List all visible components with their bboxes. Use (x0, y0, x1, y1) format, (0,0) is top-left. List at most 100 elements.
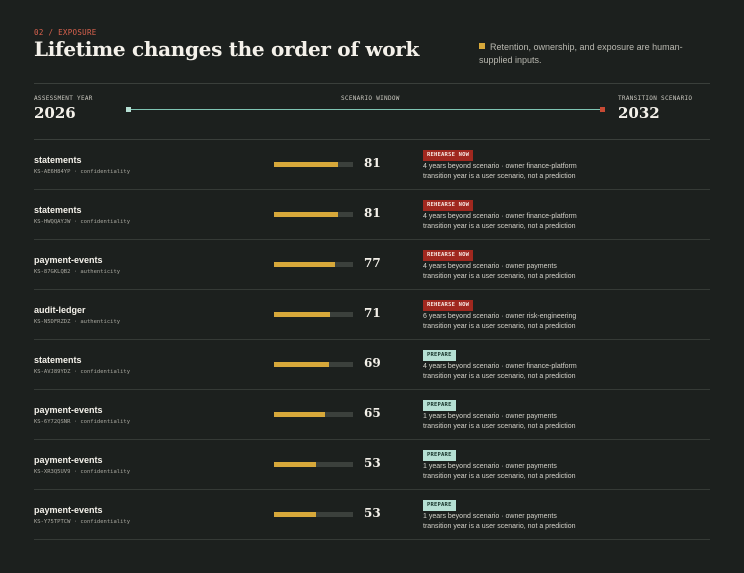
scenario-end-marker (600, 106, 605, 112)
dataset-name: statements (34, 205, 82, 215)
detail-line-disclaimer: transition year is a user scenario, not … (423, 373, 576, 380)
detail-line-owner: 1 years beyond scenario · owner payments (423, 413, 557, 420)
exposure-score: 81 (364, 206, 381, 220)
dataset-name: audit-ledger (34, 305, 86, 315)
detail-line-owner: 4 years beyond scenario · owner finance-… (423, 213, 577, 220)
detail-line-owner: 4 years beyond scenario · owner payments (423, 263, 557, 270)
detail-line-owner: 1 years beyond scenario · owner payments (423, 513, 557, 520)
row-divider (34, 289, 710, 290)
exposure-score: 69 (364, 356, 381, 370)
exposure-score: 53 (364, 506, 381, 520)
action-badge: PREPARE (423, 350, 456, 361)
row-divider (34, 489, 710, 490)
list-item[interactable]: statements KS-AE6H84YP · confidentiality 8… (34, 140, 710, 190)
action-badge: PREPARE (423, 500, 456, 511)
row-divider (34, 239, 710, 240)
action-badge: REHEARSE NOW (423, 250, 474, 261)
section-eyebrow: 02 / EXPOSURE (34, 28, 97, 37)
list-item[interactable]: statements KS-HWQQAYJW · confidentiality 8… (34, 190, 710, 240)
exposure-bar (274, 362, 353, 367)
exposure-bar-fill (274, 262, 335, 267)
row-detail: 6 years beyond scenario · owner risk-eng… (423, 312, 576, 332)
detail-line-disclaimer: transition year is a user scenario, not … (423, 273, 576, 280)
exposure-bar (274, 262, 353, 267)
scenario-window-line (128, 108, 604, 110)
exposure-bar (274, 212, 353, 217)
dataset-name: payment-events (34, 405, 103, 415)
divider (34, 83, 710, 84)
scenario-window-label: SCENARIO WINDOW (341, 95, 400, 102)
exposure-bar-fill (274, 462, 316, 467)
detail-line-disclaimer: transition year is a user scenario, not … (423, 173, 576, 180)
detail-line-owner: 1 years beyond scenario · owner payments (423, 463, 557, 470)
row-detail: 1 years beyond scenario · owner payments… (423, 462, 576, 482)
list-item[interactable]: payment-events KS-XR3Q5UV9 · confidential… (34, 440, 710, 490)
row-divider (34, 439, 710, 440)
divider (34, 139, 710, 140)
row-detail: 4 years beyond scenario · owner payments… (423, 262, 576, 282)
detail-line-owner: 6 years beyond scenario · owner risk-eng… (423, 313, 577, 320)
row-divider (34, 339, 710, 340)
detail-line-owner: 4 years beyond scenario · owner finance-… (423, 363, 577, 370)
row-divider (34, 389, 710, 390)
exposure-score: 71 (364, 306, 381, 320)
detail-line-owner: 4 years beyond scenario · owner finance-… (423, 163, 577, 170)
action-badge: PREPARE (423, 400, 456, 411)
exposure-bar-fill (274, 362, 329, 367)
transition-year: 2032 (618, 104, 660, 122)
dataset-id: KS-Y75TPTCW · confidentiality (34, 519, 131, 525)
dataset-id: KS-AE6H84YP · confidentiality (34, 169, 131, 175)
exposure-bar-fill (274, 312, 330, 317)
exposure-score: 81 (364, 156, 381, 170)
exposure-bar (274, 512, 353, 517)
transition-scenario-label: TRANSITION SCENARIO (618, 95, 693, 102)
inputs-note-text: Retention, ownership, and exposure are h… (479, 42, 683, 65)
assessment-year: 2026 (34, 104, 76, 122)
dataset-name: payment-events (34, 455, 103, 465)
list-item[interactable]: audit-ledger KS-N5DFRZDZ · authenticity 71… (34, 290, 710, 340)
action-badge: REHEARSE NOW (423, 200, 474, 211)
row-detail: 4 years beyond scenario · owner finance-… (423, 162, 577, 182)
list-item[interactable]: payment-events KS-87GKLQB2 · authenticity… (34, 240, 710, 290)
row-divider (34, 539, 710, 540)
row-detail: 4 years beyond scenario · owner finance-… (423, 212, 577, 232)
exposure-bar (274, 162, 353, 167)
list-item[interactable]: payment-events KS-Y75TPTCW · confidential… (34, 490, 710, 540)
dataset-name: statements (34, 155, 82, 165)
dataset-name: payment-events (34, 505, 103, 515)
note-marker-icon (479, 43, 485, 49)
exposure-bar (274, 312, 353, 317)
page-title: Lifetime changes the order of work (34, 37, 420, 61)
detail-line-disclaimer: transition year is a user scenario, not … (423, 473, 576, 480)
inputs-note: Retention, ownership, and exposure are h… (479, 41, 704, 66)
exposure-bar-fill (274, 412, 325, 417)
exposure-score: 77 (364, 256, 381, 270)
row-divider (34, 189, 710, 190)
detail-line-disclaimer: transition year is a user scenario, not … (423, 423, 576, 430)
exposure-score: 53 (364, 456, 381, 470)
detail-line-disclaimer: transition year is a user scenario, not … (423, 523, 576, 530)
row-detail: 1 years beyond scenario · owner payments… (423, 412, 576, 432)
scenario-start-marker (126, 106, 131, 112)
detail-line-disclaimer: transition year is a user scenario, not … (423, 323, 576, 330)
exposure-bar (274, 462, 353, 467)
row-detail: 4 years beyond scenario · owner finance-… (423, 362, 577, 382)
dataset-name: payment-events (34, 255, 103, 265)
dataset-id: KS-N5DFRZDZ · authenticity (34, 319, 121, 325)
dataset-id: KS-87GKLQB2 · authenticity (34, 269, 121, 275)
detail-line-disclaimer: transition year is a user scenario, not … (423, 223, 576, 230)
list-item[interactable]: payment-events KS-6Y72QSNR · confidential… (34, 390, 710, 440)
exposure-bar (274, 412, 353, 417)
action-badge: REHEARSE NOW (423, 300, 474, 311)
action-badge: REHEARSE NOW (423, 150, 474, 161)
dataset-id: KS-HWQQAYJW · confidentiality (34, 219, 131, 225)
exposure-bar-fill (274, 212, 338, 217)
exposure-bar-fill (274, 512, 316, 517)
list-item[interactable]: statements KS-AVJ89YDZ · confidentiality 6… (34, 340, 710, 390)
row-detail: 1 years beyond scenario · owner payments… (423, 512, 576, 532)
exposure-score: 65 (364, 406, 381, 420)
dataset-name: statements (34, 355, 82, 365)
dataset-id: KS-AVJ89YDZ · confidentiality (34, 369, 131, 375)
exposure-bar-fill (274, 162, 338, 167)
action-badge: PREPARE (423, 450, 456, 461)
